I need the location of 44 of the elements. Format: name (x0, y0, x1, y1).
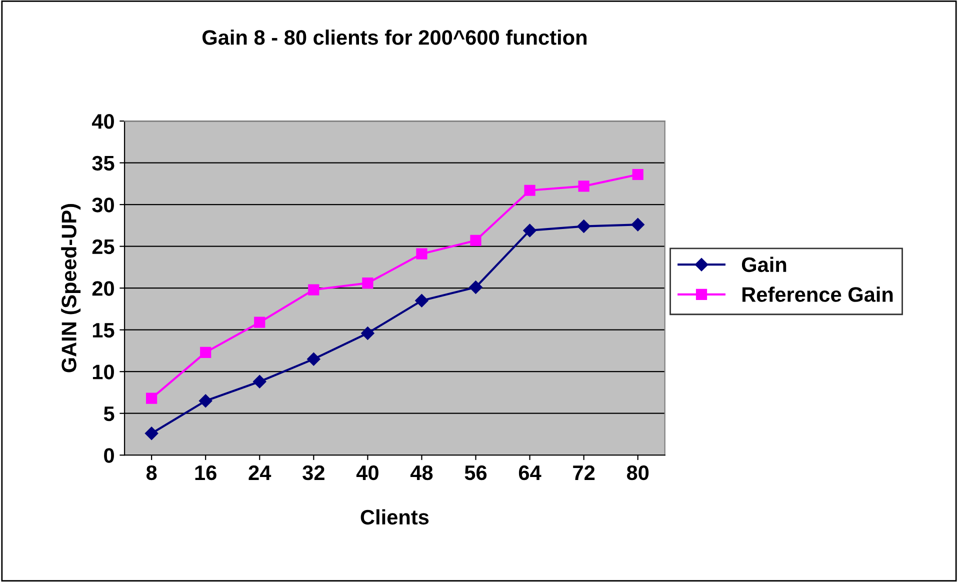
x-axis-title: Clients (360, 509, 429, 525)
point (308, 284, 320, 296)
y-tick-label: 15 (92, 323, 114, 338)
point (578, 180, 590, 192)
x-tick-label: 72 (573, 465, 595, 480)
point (254, 316, 266, 328)
point (524, 184, 536, 196)
point (631, 218, 644, 232)
x-tick-label: 32 (302, 465, 324, 480)
y-tick-label: 35 (92, 156, 114, 171)
point (415, 294, 428, 308)
x-tick-label: 80 (626, 465, 649, 480)
point (416, 248, 428, 260)
chart-title: Gain 8 - 80 clients for 200^600 function (202, 30, 586, 45)
point (577, 220, 590, 233)
x-tick-label: 16 (195, 465, 216, 480)
x-tick-label: 8 (146, 465, 157, 480)
y-axis-title: GAIN (Speed-UP) (61, 204, 81, 372)
legend-label: Reference Gain (742, 286, 893, 302)
x-tick-label: 64 (518, 465, 542, 480)
point (362, 278, 374, 289)
y-tick-label: 30 (92, 198, 114, 212)
y-tick-label: 25 (92, 239, 114, 254)
y-tick-label: 0 (104, 448, 114, 463)
point (200, 346, 212, 358)
x-tick-label: 56 (464, 465, 487, 480)
x-tick-label: 24 (248, 465, 272, 480)
point (307, 352, 320, 366)
point (470, 234, 482, 246)
point (361, 326, 374, 340)
point (253, 375, 266, 388)
point (146, 392, 158, 404)
x-tick-label: 40 (356, 465, 378, 480)
y-tick-label: 20 (92, 281, 114, 296)
point (523, 224, 536, 238)
point (144, 426, 158, 440)
point (632, 168, 644, 180)
x-tick-label: 48 (410, 465, 433, 480)
point (469, 280, 482, 294)
y-tick-label: 10 (92, 364, 114, 380)
point (199, 394, 212, 408)
y-tick-label: 40 (92, 114, 114, 129)
y-tick-label: 5 (104, 406, 114, 422)
legend-label: Gain (742, 256, 786, 272)
